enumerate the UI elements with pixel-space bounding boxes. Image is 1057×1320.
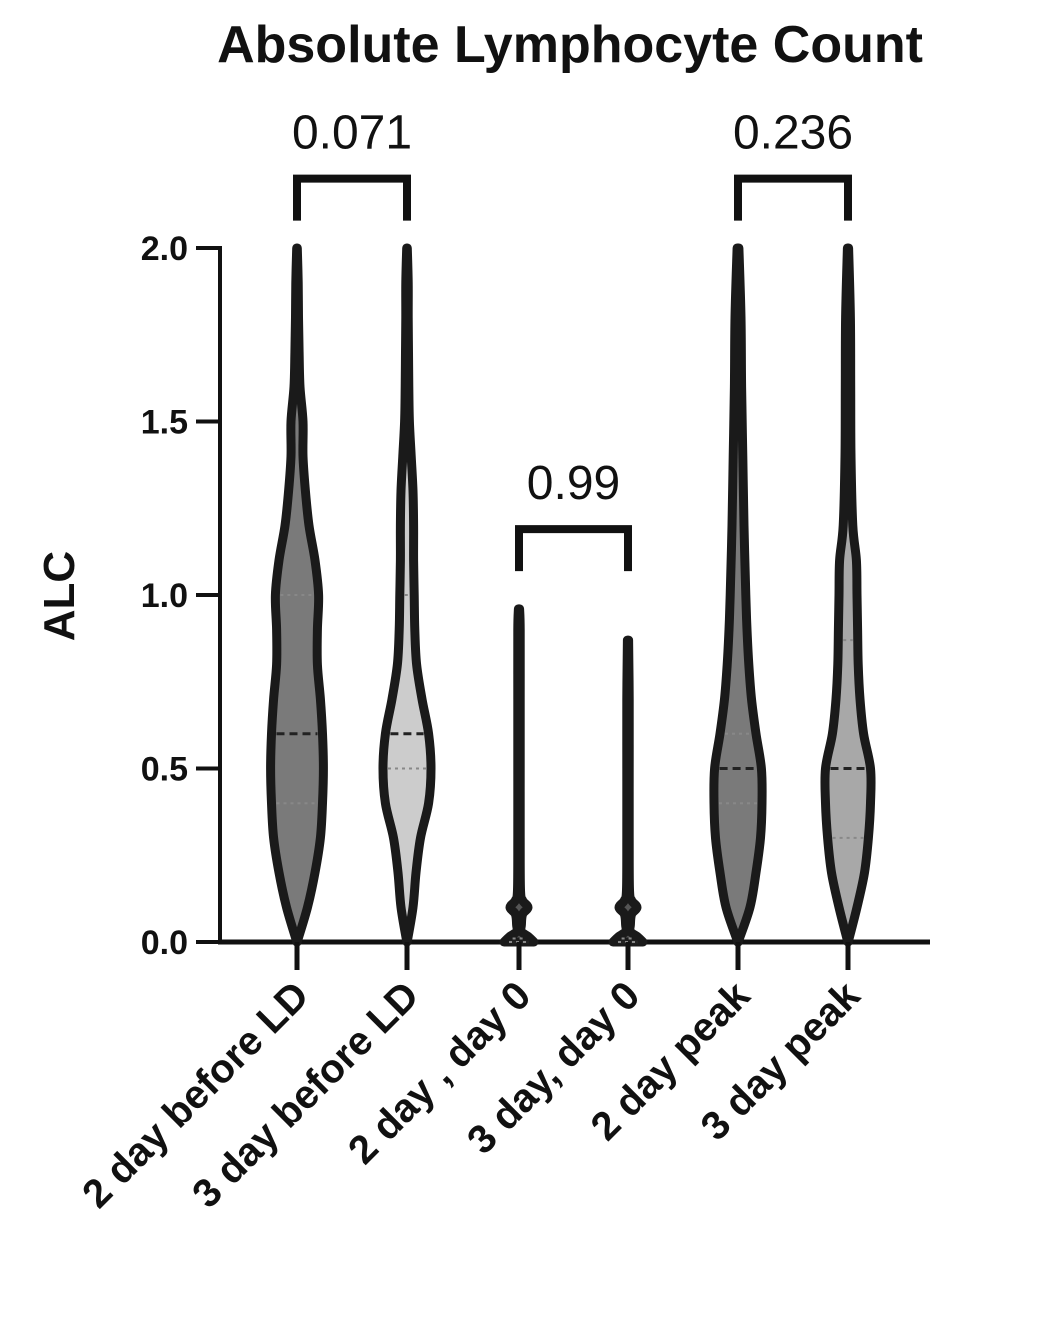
y-tick-label: 0.0 — [141, 924, 188, 962]
comparison-brackets: 0.071 0.99 0.236 — [292, 107, 853, 572]
violin-5 — [709, 243, 767, 947]
violin-body — [709, 243, 767, 947]
y-tick-label: 1.0 — [141, 577, 188, 615]
x-ticks-group: 2 day before LD3 day before LD2 day , da… — [74, 942, 869, 1217]
violin-4 — [608, 635, 648, 947]
p-value-label: 0.236 — [733, 107, 853, 160]
violin-6 — [820, 243, 876, 947]
y-tick-label: 0.5 — [141, 751, 188, 789]
comparison-bracket: 0.071 — [292, 107, 412, 221]
bracket-line — [734, 174, 852, 221]
violin-3 — [499, 604, 539, 947]
y-axis-label: ALC — [35, 551, 84, 641]
p-value-label: 0.99 — [527, 457, 620, 510]
y-tick-label: 1.5 — [141, 404, 188, 442]
chart-title: Absolute Lymphocyte Count — [217, 16, 923, 74]
violins-group — [266, 243, 876, 947]
comparison-bracket: 0.236 — [733, 107, 853, 221]
violin-body — [608, 635, 648, 947]
violin-body — [499, 604, 539, 947]
p-value-label: 0.071 — [292, 107, 412, 160]
comparison-bracket: 0.99 — [515, 457, 632, 572]
violin-2 — [378, 243, 436, 947]
bracket-line — [293, 174, 411, 221]
violin-1 — [266, 243, 328, 947]
y-tick-label: 2.0 — [141, 230, 188, 268]
y-axis: 0.0 0.5 1.0 1.5 2.0 — [141, 230, 222, 962]
bracket-line — [515, 525, 632, 572]
